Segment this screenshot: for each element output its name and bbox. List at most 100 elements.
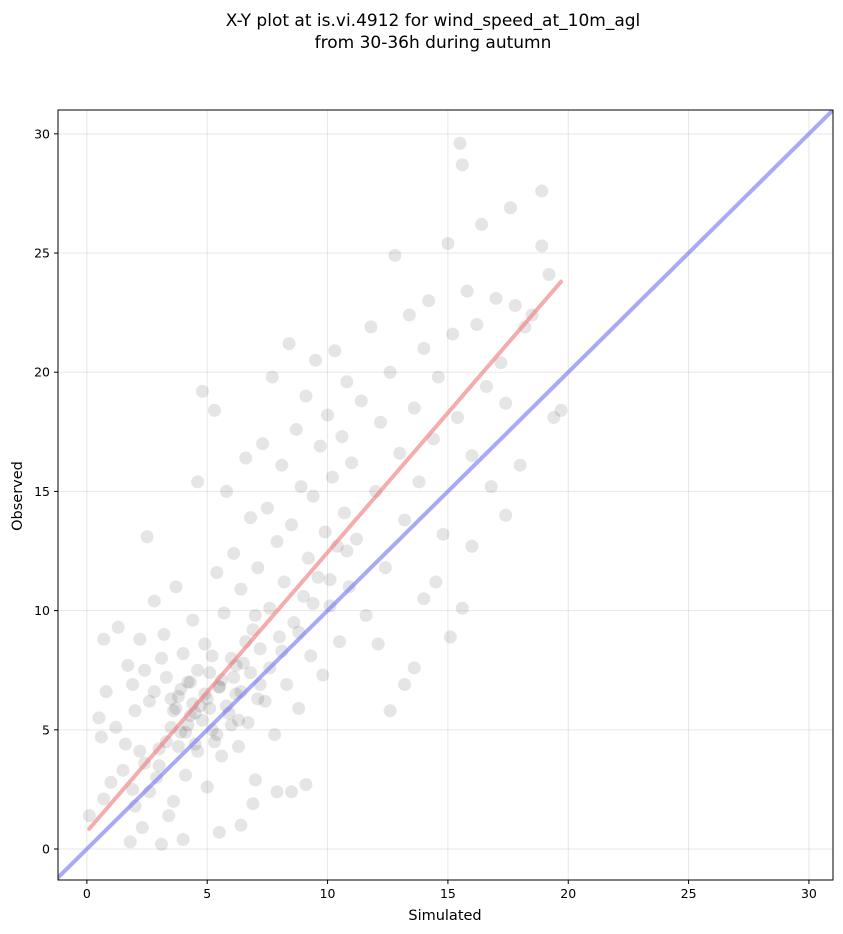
data-point <box>402 308 416 322</box>
data-point <box>359 608 373 622</box>
data-point <box>337 506 351 520</box>
data-point <box>270 534 284 548</box>
data-point <box>171 689 185 703</box>
data-point <box>306 596 320 610</box>
y-tick-label: 30 <box>34 126 50 141</box>
grid <box>58 110 833 880</box>
data-point <box>258 694 272 708</box>
data-point <box>104 775 118 789</box>
data-point <box>304 649 318 663</box>
chart-title-line-2: from 30-36h during autumn <box>315 33 552 53</box>
fit-line <box>87 279 564 831</box>
data-point <box>371 637 385 651</box>
data-point <box>232 740 246 754</box>
data-point <box>407 401 421 415</box>
data-point <box>325 470 339 484</box>
data-point <box>176 832 190 846</box>
data-point <box>154 651 168 665</box>
data-point <box>265 370 279 384</box>
data-point <box>118 737 132 751</box>
data-point <box>535 239 549 253</box>
data-point <box>99 685 113 699</box>
data-point <box>292 701 306 715</box>
data-point <box>441 236 455 250</box>
data-point <box>239 451 253 465</box>
data-point <box>191 475 205 489</box>
x-tick-label: 30 <box>801 886 817 901</box>
data-point <box>191 744 205 758</box>
axis-ticks: 0 5 10 15 20 25 30 0 5 10 15 20 25 30 <box>34 126 817 901</box>
data-point <box>436 527 450 541</box>
data-point <box>398 678 412 692</box>
data-point <box>167 704 181 718</box>
data-point <box>234 582 248 596</box>
data-point <box>542 267 556 281</box>
data-point <box>207 403 221 417</box>
data-point <box>200 780 214 794</box>
x-tick-label: 0 <box>83 886 91 901</box>
data-point <box>417 341 431 355</box>
data-point <box>241 716 255 730</box>
data-point <box>282 337 296 351</box>
data-point <box>455 601 469 615</box>
data-point <box>393 446 407 460</box>
data-point <box>251 692 265 706</box>
x-tick-label: 15 <box>440 886 456 901</box>
data-point <box>388 248 402 262</box>
data-point <box>321 408 335 422</box>
data-point <box>126 678 140 692</box>
data-point <box>374 415 388 429</box>
data-point <box>227 546 241 560</box>
data-point <box>443 630 457 644</box>
data-point <box>217 606 231 620</box>
data-point <box>152 759 166 773</box>
data-point <box>174 682 188 696</box>
data-point <box>256 437 270 451</box>
data-point <box>479 380 493 394</box>
y-tick-label: 5 <box>42 722 50 737</box>
data-point <box>299 389 313 403</box>
x-tick-label: 5 <box>203 886 211 901</box>
data-point <box>167 794 181 808</box>
data-point <box>164 692 178 706</box>
x-tick-label: 25 <box>681 886 697 901</box>
data-point <box>227 670 241 684</box>
data-point <box>97 792 111 806</box>
data-point <box>489 291 503 305</box>
data-point <box>328 344 342 358</box>
data-point <box>176 647 190 661</box>
data-point <box>422 294 436 308</box>
data-point <box>547 411 561 425</box>
data-point <box>215 749 229 763</box>
data-point <box>116 763 130 777</box>
data-point <box>460 284 474 298</box>
data-point <box>248 608 262 622</box>
data-point <box>335 430 349 444</box>
data-point <box>289 422 303 436</box>
data-point <box>232 713 246 727</box>
data-point <box>475 217 489 231</box>
data-point <box>503 201 517 215</box>
data-point <box>301 551 315 565</box>
data-point <box>417 592 431 606</box>
data-point <box>171 740 185 754</box>
chart-title-line-1: X-Y plot at is.vi.4912 for wind_speed_at… <box>226 11 641 31</box>
data-point <box>470 318 484 332</box>
data-point <box>162 809 176 823</box>
data-point <box>354 394 368 408</box>
data-point <box>453 136 467 150</box>
data-point <box>465 539 479 553</box>
y-tick-label: 15 <box>34 484 50 499</box>
data-point <box>535 184 549 198</box>
data-point <box>253 642 267 656</box>
data-point <box>333 635 347 649</box>
data-point <box>140 530 154 544</box>
data-point <box>195 384 209 398</box>
data-point <box>94 730 108 744</box>
data-point <box>499 396 513 410</box>
data-point <box>135 821 149 835</box>
data-point <box>340 375 354 389</box>
data-point <box>191 663 205 677</box>
data-point <box>121 658 135 672</box>
